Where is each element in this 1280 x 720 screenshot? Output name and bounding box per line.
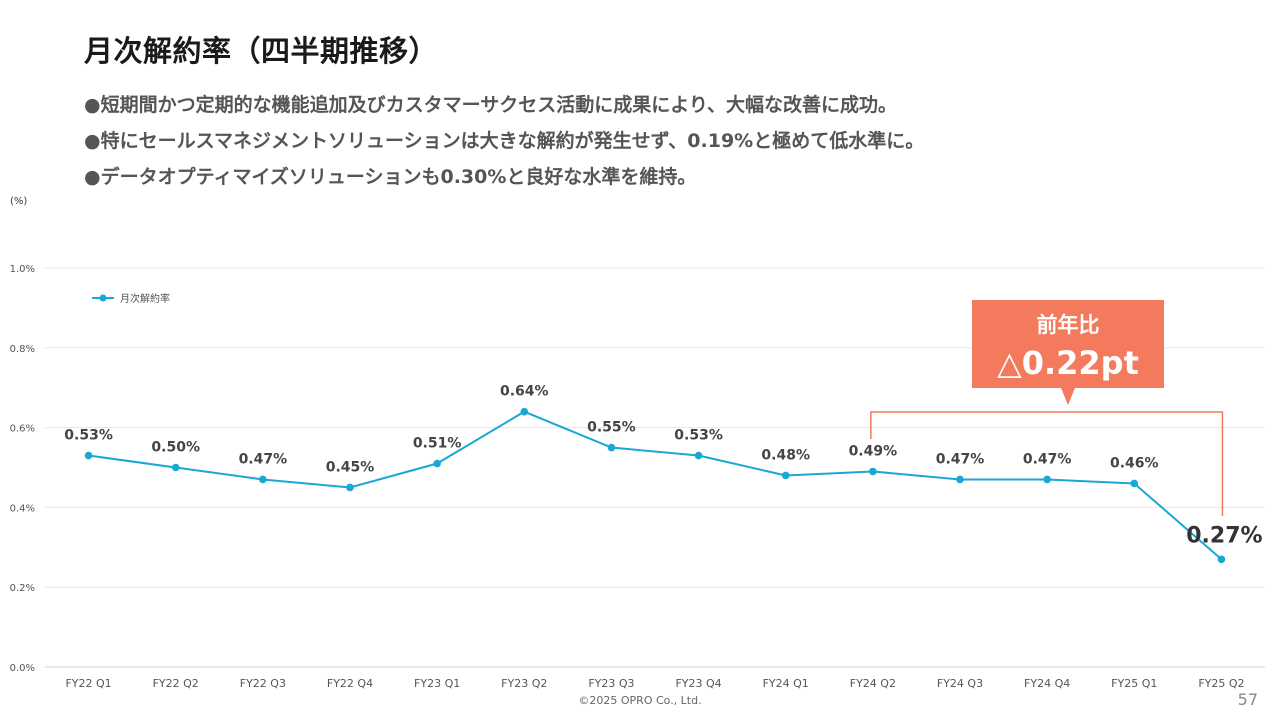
- data-point: [694, 451, 703, 460]
- page-number: 57: [1237, 690, 1258, 709]
- data-label: 0.27%: [1186, 523, 1262, 548]
- data-label: 0.53%: [674, 428, 723, 444]
- x-tick-label: FY22 Q2: [153, 677, 199, 690]
- x-tick-label: FY22 Q1: [65, 677, 111, 690]
- bullet-item: ●短期間かつ定期的な機能追加及びカスタマーサクセス活動に成果により、大幅な改善に…: [84, 94, 898, 116]
- data-label: 0.49%: [849, 443, 898, 459]
- data-point: [781, 471, 790, 480]
- y-tick-label: 0.0%: [10, 663, 35, 674]
- data-label: 0.51%: [413, 436, 462, 452]
- x-tick-label: FY22 Q3: [240, 677, 286, 690]
- x-tick-label: FY24 Q3: [937, 677, 983, 690]
- data-label: 0.47%: [1023, 451, 1072, 467]
- copyright-footer: ©2025 OPRO Co., Ltd.: [578, 694, 702, 707]
- annotation-value: △0.22pt: [997, 344, 1139, 382]
- y-axis-unit-label: (%): [10, 196, 28, 207]
- data-point: [1130, 479, 1139, 488]
- data-point: [1043, 475, 1051, 484]
- data-point: [171, 463, 180, 472]
- data-point: [346, 483, 354, 492]
- data-point: [607, 443, 616, 452]
- data-point: [956, 475, 964, 484]
- y-tick-label: 0.8%: [10, 344, 35, 355]
- data-label: 0.46%: [1110, 455, 1159, 471]
- data-label: 0.53%: [64, 428, 113, 444]
- data-label: 0.50%: [151, 440, 200, 456]
- x-tick-label: FY23 Q1: [414, 677, 460, 690]
- data-point: [1217, 555, 1226, 564]
- y-tick-label: 1.0%: [10, 264, 35, 275]
- data-label: 0.47%: [936, 451, 985, 467]
- annotation-callout-box: [972, 300, 1164, 405]
- y-tick-label: 0.4%: [10, 503, 35, 514]
- data-label: 0.47%: [239, 451, 288, 467]
- x-tick-label: FY24 Q4: [1024, 677, 1070, 690]
- data-label: 0.45%: [326, 459, 375, 475]
- x-tick-label: FY22 Q4: [327, 677, 373, 690]
- x-tick-label: FY24 Q1: [763, 677, 809, 690]
- data-label: 0.55%: [587, 420, 636, 436]
- data-label: 0.64%: [500, 384, 549, 400]
- x-tick-label: FY23 Q3: [588, 677, 634, 690]
- legend-marker: [99, 294, 107, 302]
- bullet-list: ●短期間かつ定期的な機能追加及びカスタマーサクセス活動に成果により、大幅な改善に…: [84, 90, 924, 198]
- x-tick-label: FY23 Q4: [675, 677, 721, 690]
- slide-title: 月次解約率（四半期推移）: [84, 34, 439, 68]
- x-tick-label: FY25 Q2: [1198, 677, 1244, 690]
- data-point: [869, 467, 877, 476]
- data-point: [259, 475, 267, 484]
- annotation-title: 前年比: [1037, 313, 1100, 337]
- annotation-bracket: [870, 411, 1224, 516]
- x-tick-label: FY25 Q1: [1111, 677, 1157, 690]
- bullet-item: ●データオプティマイズソリューションも0.30%と良好な水準を維持。: [84, 166, 697, 188]
- bullet-item: ●特にセールスマネジメントソリューションは大きな解約が発生せず、0.19%と極め…: [84, 130, 925, 152]
- y-tick-label: 0.6%: [10, 424, 35, 435]
- data-label: 0.48%: [761, 447, 810, 463]
- data-point: [84, 451, 93, 460]
- y-tick-label: 0.2%: [10, 583, 35, 594]
- x-tick-label: FY24 Q2: [850, 677, 896, 690]
- legend-label: 月次解約率: [120, 292, 170, 305]
- series-line: [88, 410, 1223, 561]
- data-point: [433, 459, 441, 468]
- x-tick-label: FY23 Q2: [501, 677, 547, 690]
- data-point: [520, 407, 529, 416]
